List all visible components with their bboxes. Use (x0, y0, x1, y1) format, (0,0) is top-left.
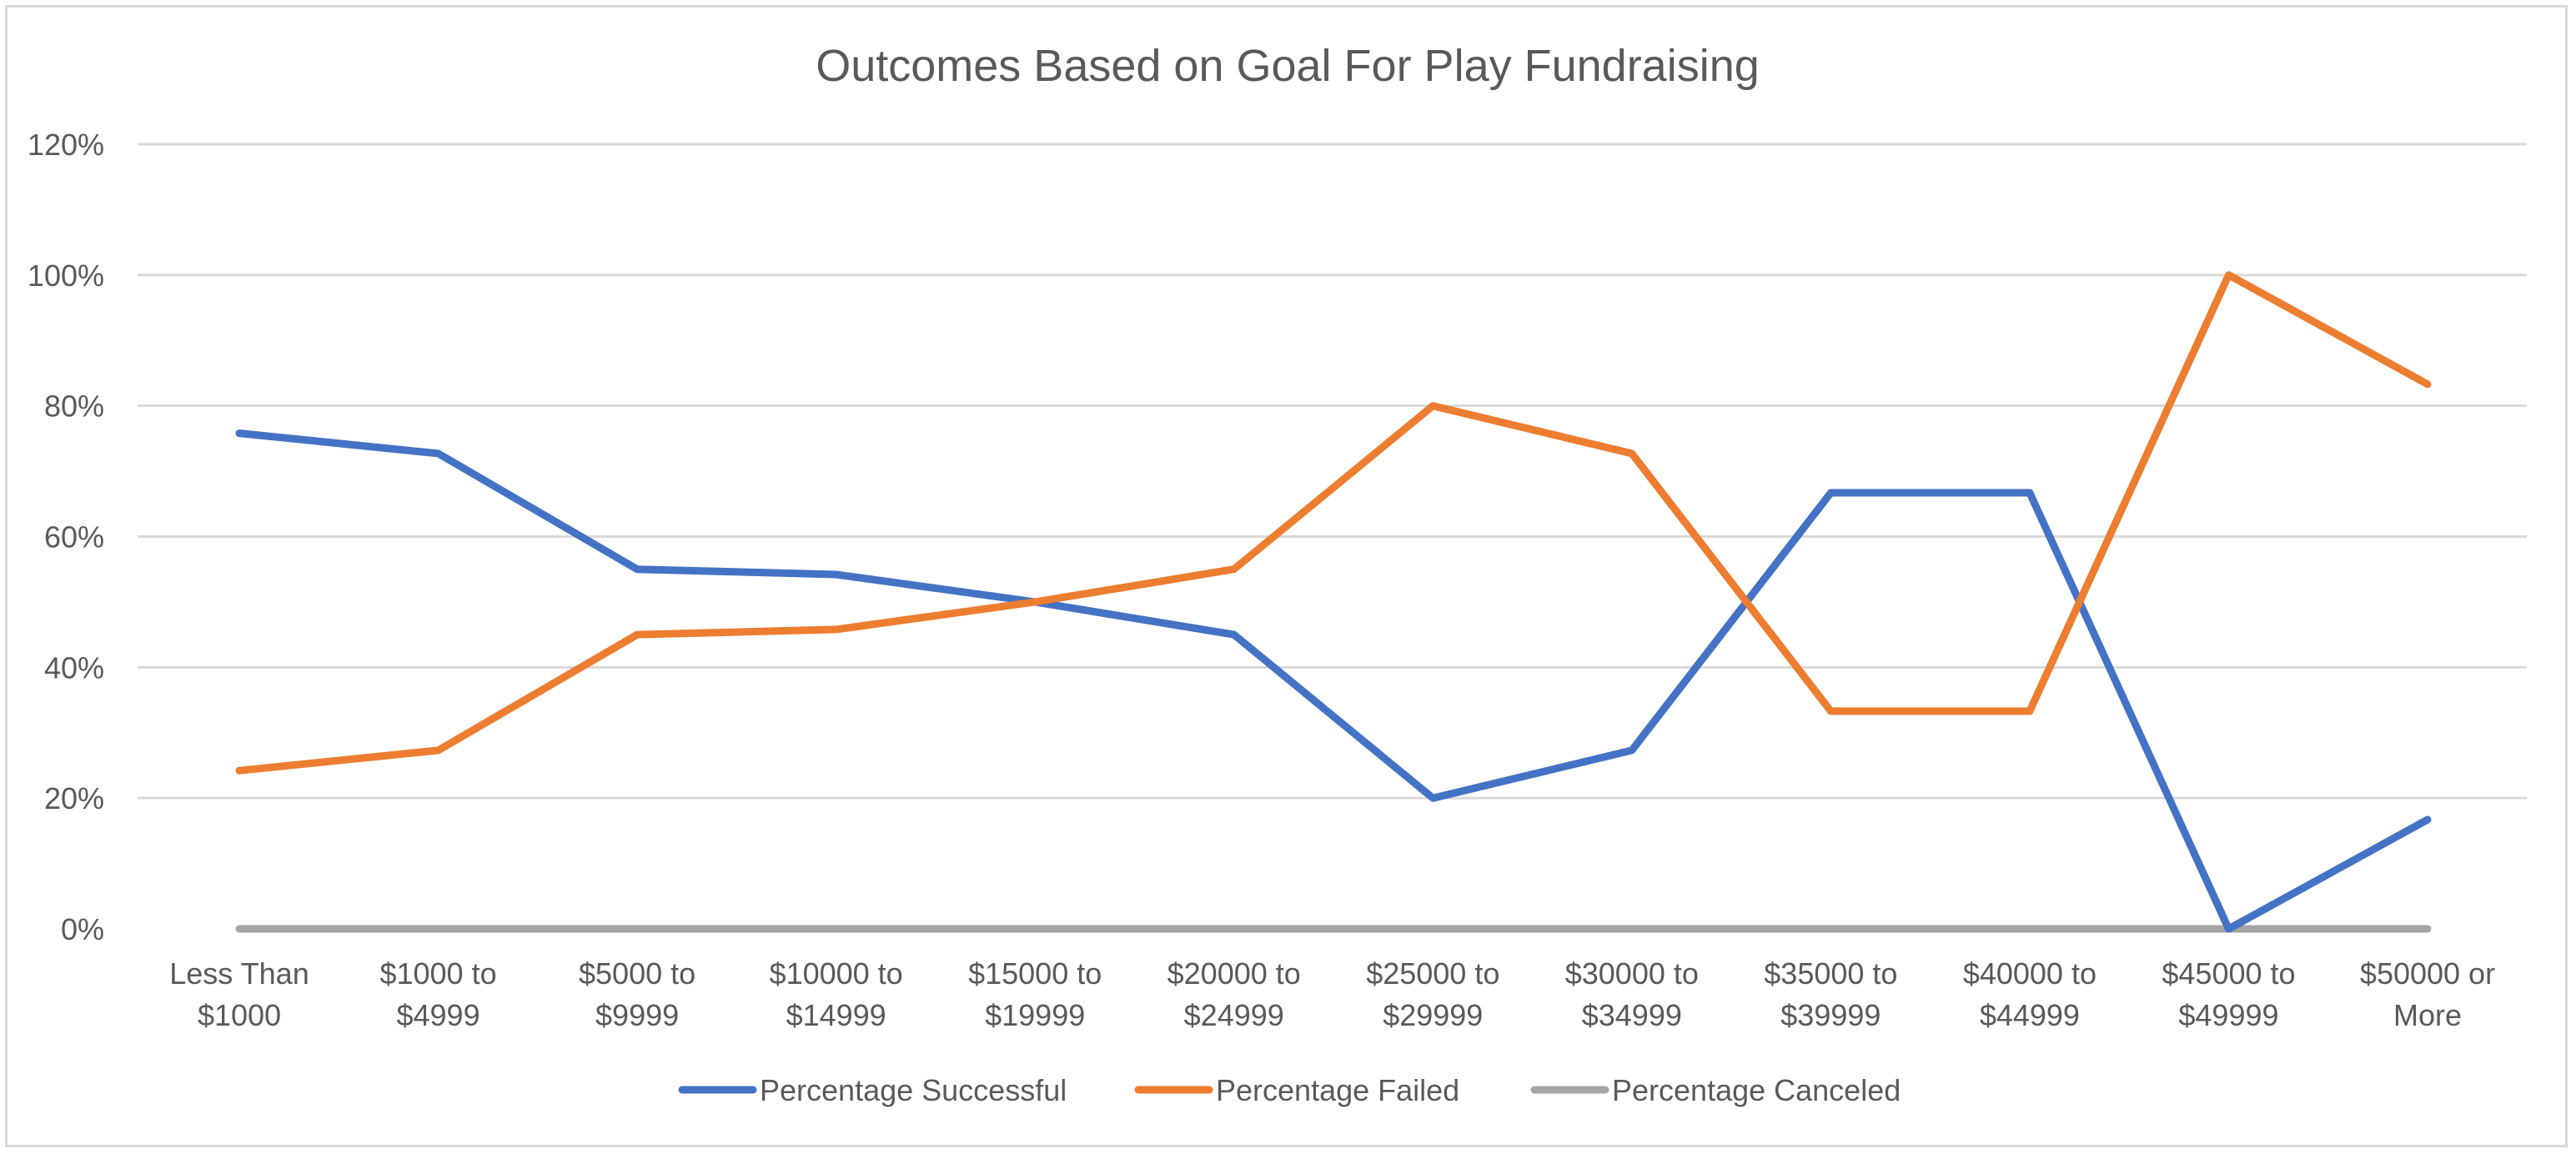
x-tick-label: $15000 to $19999 (968, 956, 1102, 1032)
x-tick-label: $1000 to $4999 (379, 956, 496, 1032)
x-tick-label: $50000 or More (2360, 956, 2495, 1032)
legend-label: Percentage Successful (760, 1073, 1067, 1107)
series-line-percentage-successful (235, 429, 2432, 933)
x-tick-label: $5000 to $9999 (579, 956, 695, 1032)
x-tick-label: $45000 to $49999 (2162, 956, 2295, 1032)
legend-label: Percentage Canceled (1612, 1073, 1901, 1107)
legend-label: Percentage Failed (1216, 1073, 1459, 1107)
chart-title: Outcomes Based on Goal For Play Fundrais… (816, 41, 1760, 91)
gridlines (138, 143, 2527, 800)
y-axis-tick-labels: 0% 20% 40% 60% 80% 100% 120% (28, 128, 104, 946)
y-tick-label: 60% (44, 520, 104, 554)
y-tick-label: 0% (61, 912, 104, 946)
y-tick-label: 80% (44, 389, 104, 424)
y-tick-label: 20% (44, 781, 104, 815)
x-tick-label: $10000 to $14999 (770, 956, 903, 1032)
x-tick-label: $20000 to $24999 (1167, 956, 1301, 1032)
series-lines (235, 271, 2432, 933)
legend: Percentage Successful Percentage Failed Pe… (678, 1073, 1901, 1107)
x-tick-label: $40000 to $44999 (1963, 956, 2096, 1032)
x-tick-label: Less Than $1000 (169, 956, 309, 1032)
x-axis-tick-labels: Less Than $1000 $1000 to $4999 $5000 to $9999… (169, 956, 2495, 1032)
x-tick-label: $35000 to $39999 (1764, 956, 1897, 1032)
y-tick-label: 100% (28, 258, 104, 293)
chart-frame (5, 5, 2568, 1147)
y-tick-label: 40% (44, 650, 104, 685)
series-line-percentage-failed (235, 271, 2432, 775)
x-tick-label: $25000 to $29999 (1366, 956, 1499, 1032)
x-tick-label: $30000 to $34999 (1565, 956, 1699, 1032)
y-tick-label: 120% (28, 128, 104, 162)
